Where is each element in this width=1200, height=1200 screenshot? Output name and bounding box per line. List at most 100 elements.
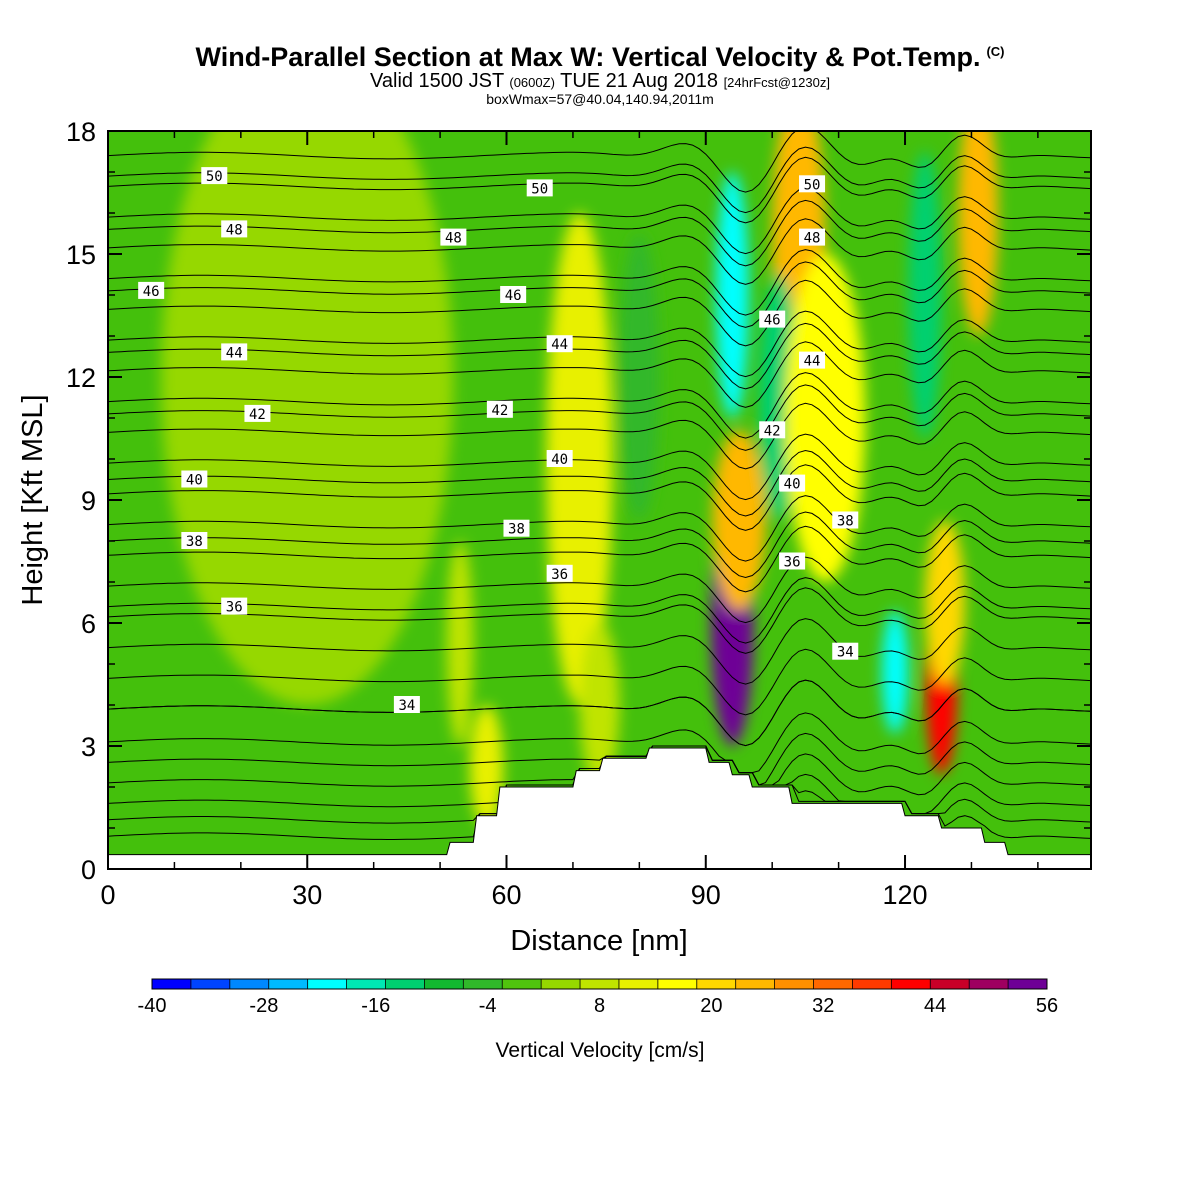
x-tick-label: 60 (491, 880, 521, 910)
x-axis-title: Distance [nm] (510, 925, 687, 957)
theta-contour-line (108, 372, 1091, 439)
svg-text:36: 36 (784, 555, 801, 571)
colorbar-swatch (930, 979, 970, 989)
svg-text:46: 46 (505, 288, 522, 304)
y-tick-label: 15 (66, 240, 96, 270)
colorbar-swatch (424, 979, 464, 989)
svg-text:38: 38 (186, 534, 203, 550)
theta-contour-line (108, 279, 1091, 347)
contour-label: 36 (546, 564, 573, 583)
colorbar-swatch (307, 979, 348, 989)
colorbar-swatch (268, 979, 309, 989)
chart-subtitle: Valid 1500 JST (0600Z) TUE 21 Aug 2018 [… (370, 70, 830, 92)
svg-text:42: 42 (249, 407, 266, 423)
theta-contour-line (108, 556, 1091, 624)
theta-contours (108, 131, 1091, 840)
contour-label: 38 (181, 532, 208, 550)
colorbar-tick-label: 20 (700, 995, 722, 1017)
svg-text:48: 48 (226, 222, 243, 238)
svg-text:48: 48 (804, 231, 821, 247)
theta-contour-line (108, 187, 1091, 255)
theta-contour-line (108, 146, 1091, 214)
contour-label: 46 (500, 286, 527, 304)
theta-contour-line (108, 249, 1091, 316)
y-tick-label: 9 (81, 486, 96, 516)
svg-text:40: 40 (186, 473, 203, 489)
contour-label: 46 (138, 281, 165, 300)
theta-contour-line (108, 449, 1091, 517)
colorbar-tick-label: -40 (138, 995, 167, 1017)
theta-contour-line (108, 525, 1091, 593)
velocity-field (161, 131, 999, 828)
colorbar-swatch (580, 979, 620, 989)
theta-contour-line (108, 341, 1091, 408)
contour-label: 48 (440, 228, 467, 247)
svg-text:50: 50 (206, 169, 223, 185)
contour-label: 40 (779, 474, 806, 493)
contour-label: 50 (799, 175, 826, 193)
colorbar-swatch (852, 979, 892, 989)
colorbar-tick-label: -4 (479, 995, 497, 1017)
colorbar: -40 -28 -16 -4 8 20 32 44 56 (138, 978, 1058, 1017)
colorbar-swatch (385, 979, 425, 989)
colorbar-swatch (502, 979, 542, 989)
contour-label: 34 (832, 642, 859, 661)
contour-label: 48 (799, 228, 826, 247)
svg-text:42: 42 (764, 423, 781, 439)
colorbar-tick-label: -28 (249, 995, 278, 1017)
contour-label: 50 (526, 179, 553, 197)
velocity-cell (712, 430, 766, 611)
x-tick-label: 90 (691, 880, 721, 910)
theta-contour-line (108, 218, 1091, 285)
contour-label: 34 (393, 696, 420, 714)
theta-contour-line (108, 495, 1091, 562)
colorbar-tick-label: 44 (924, 995, 946, 1017)
theta-contour-line (108, 261, 1091, 328)
colorbar-swatch (891, 979, 931, 989)
theta-contour-line (108, 310, 1091, 378)
colorbar-swatch (813, 979, 853, 989)
velocity-cell (924, 520, 965, 685)
svg-text:34: 34 (837, 645, 854, 661)
chart-title: Wind-Parallel Section at Max W: Vertical… (195, 42, 1005, 72)
svg-text:38: 38 (837, 514, 854, 530)
theta-contour-line (108, 199, 1091, 267)
contour-label: 46 (759, 310, 786, 329)
theta-contour-line (108, 402, 1091, 470)
theta-contour-line (108, 511, 1091, 579)
theta-contour-line (108, 712, 1091, 774)
contour-label: 42 (759, 421, 786, 439)
contour-label: 44 (546, 335, 573, 353)
velocity-cell (446, 541, 474, 746)
theta-contour-line (108, 648, 1091, 716)
theta-contour-line (108, 156, 1091, 224)
colorbar-swatch (229, 979, 270, 989)
svg-text:48: 48 (445, 231, 462, 247)
theta-contour-line (108, 745, 1091, 796)
theta-contour-line (108, 464, 1091, 531)
contour-label: 36 (779, 552, 806, 571)
velocity-cell (469, 705, 504, 828)
svg-text:44: 44 (551, 337, 568, 353)
colorbar-swatch (1008, 979, 1048, 989)
velocity-cell (715, 172, 749, 418)
theta-contour-line (108, 618, 1091, 685)
box-info: boxWmax=57@40.04,140.94,2011m (486, 91, 714, 107)
x-tick-label: 0 (100, 880, 115, 910)
svg-text:46: 46 (143, 284, 160, 300)
svg-text:40: 40 (784, 477, 801, 493)
velocity-cell (785, 254, 866, 582)
theta-contour-line (108, 384, 1091, 451)
colorbar-title: Vertical Velocity [cm/s] (496, 1039, 705, 1062)
contour-labels: 50 48 46 44 42 40 38 36 34 48 50 46 44 42 40 38 36 50 48 46… (138, 167, 859, 714)
svg-text:34: 34 (398, 698, 415, 714)
theta-contour-line (108, 131, 1091, 193)
copyright-mark: (C) (986, 44, 1005, 59)
colorbar-swatch (696, 979, 737, 989)
velocity-cell (579, 623, 620, 787)
y-tick-label: 6 (81, 609, 96, 639)
contour-label: 42 (486, 400, 513, 419)
colorbar-swatch (618, 979, 659, 989)
colorbar-tick-label: 56 (1036, 995, 1058, 1017)
